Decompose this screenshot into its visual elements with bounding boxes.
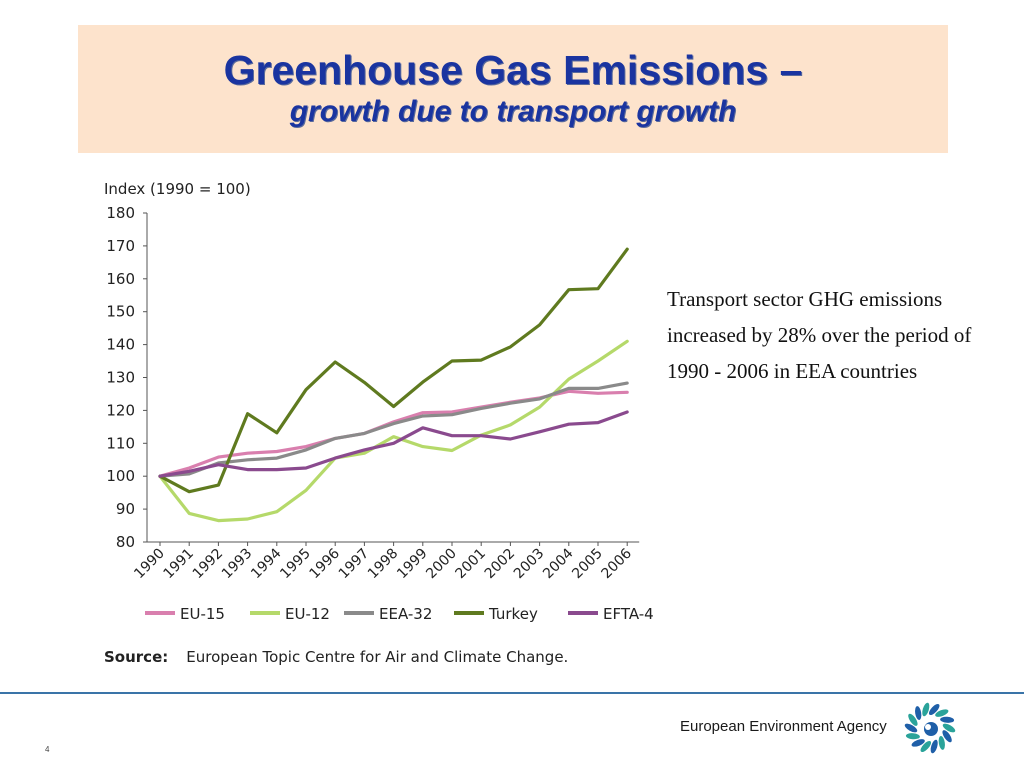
logo-ray: [940, 716, 955, 723]
eea-logo-icon: [904, 702, 956, 754]
y-tick-label: 170: [106, 237, 135, 255]
footer-divider: [0, 692, 1024, 694]
x-tick-label: 2006: [599, 545, 636, 582]
y-tick-label: 100: [106, 467, 135, 485]
logo-ray: [942, 723, 956, 733]
y-tick-label: 110: [106, 434, 135, 452]
y-tick-label: 160: [106, 270, 135, 288]
emissions-line-chart: Index (1990 = 100) 80 90 100 110 120 130 140 150…: [104, 180, 654, 623]
series-line-turkey: [158, 247, 629, 494]
slide-subtitle: growth due to transport growth: [289, 95, 737, 128]
title-box: Greenhouse Gas Emissions – growth due to…: [78, 25, 948, 153]
source-note: Source: European Topic Centre for Air and…: [104, 648, 568, 666]
transport-summary-text: Transport sector GHG emissions increased…: [667, 287, 972, 383]
y-tick-label: 150: [106, 303, 135, 321]
legend-label-eea-32: EEA-32: [379, 605, 432, 623]
series-line-eu-12: [158, 339, 629, 523]
y-axis-label: Index (1990 = 100): [104, 180, 251, 198]
source-text: European Topic Centre for Air and Climat…: [186, 648, 569, 666]
series-line-eu-15: [158, 389, 629, 478]
x-tick-label: 2003: [511, 546, 548, 583]
y-tick-label: 130: [106, 369, 135, 387]
series-line-efta-4: [158, 410, 629, 478]
x-tick-label: 1996: [307, 545, 344, 582]
logo-ray: [938, 735, 945, 750]
logo-ray: [922, 702, 930, 717]
x-tick-label: 2005: [569, 546, 606, 583]
x-tick-label: 1999: [394, 546, 431, 583]
x-tick-label: 1995: [277, 546, 314, 583]
x-tick-label: 1994: [248, 545, 285, 582]
x-tick-label: 2002: [482, 546, 519, 583]
legend-label-turkey: Turkey: [488, 605, 538, 623]
legend-label-eu-15: EU-15: [180, 605, 225, 623]
x-tick-label: 1991: [161, 546, 198, 583]
source-label: Source:: [104, 648, 169, 666]
x-tick-label: 2000: [423, 546, 460, 583]
legend-label-eu-12: EU-12: [285, 605, 330, 623]
logo-ray: [915, 706, 922, 721]
y-tick-label: 140: [106, 336, 135, 354]
x-tick-label: 1998: [365, 546, 402, 583]
series-line-eea-32: [158, 381, 629, 478]
x-tick-label: 1992: [190, 546, 227, 583]
logo-ray: [905, 733, 920, 740]
logo-ray: [908, 713, 918, 726]
x-tick-label: 2004: [540, 545, 577, 582]
logo-ray: [920, 740, 932, 753]
logo-ray: [935, 709, 949, 717]
legend-label-efta-4: EFTA-4: [603, 605, 654, 623]
y-tick-label: 90: [116, 500, 135, 518]
y-tick-label: 120: [106, 401, 135, 419]
x-tick-label: 1997: [336, 546, 373, 583]
y-tick-label: 180: [106, 204, 135, 222]
logo-ray: [911, 739, 925, 747]
agency-name: European Environment Agency: [680, 718, 887, 735]
logo-ray: [904, 723, 918, 733]
logo-ray: [930, 739, 938, 754]
logo-ray: [942, 730, 952, 743]
y-tick-label: 80: [116, 533, 135, 551]
slide-title: Greenhouse Gas Emissions –: [223, 47, 803, 93]
page-number: 4: [45, 745, 50, 754]
logo-ray: [928, 703, 940, 716]
x-tick-label: 2001: [453, 546, 490, 583]
x-tick-label: 1990: [131, 546, 168, 583]
x-tick-label: 1993: [219, 546, 256, 583]
